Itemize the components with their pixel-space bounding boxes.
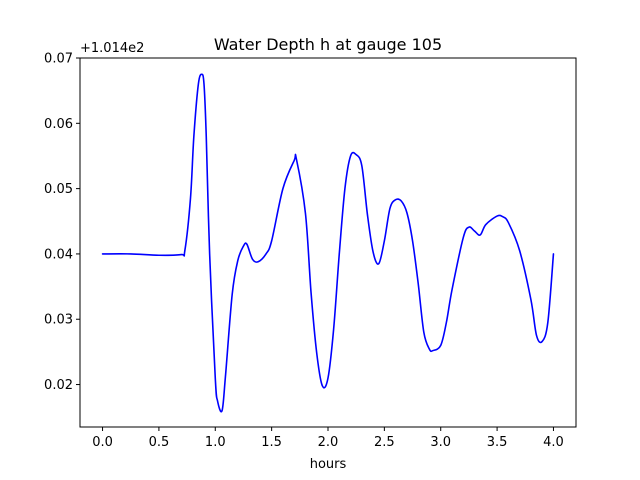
- y-tick-label: 0.03: [44, 313, 73, 328]
- x-tick-label: 3.0: [430, 435, 451, 450]
- y-offset-label: +1.014e2: [80, 41, 144, 56]
- y-tick-label: 0.06: [44, 117, 73, 132]
- x-tick-label: 0.5: [149, 435, 170, 450]
- x-tick-label: 1.0: [205, 435, 226, 450]
- y-tick-label: 0.02: [44, 378, 73, 393]
- axis-ticks: 0.0 0.5 1.0 1.5 2.0 2.5 3.0 3.5 4.0 0.02 0.03 0.04 0…: [44, 52, 564, 451]
- y-tick-label: 0.05: [44, 182, 73, 197]
- x-tick-label: 3.5: [487, 435, 508, 450]
- x-tick-label: 1.5: [261, 435, 282, 450]
- x-tick-label: 2.5: [374, 435, 395, 450]
- y-tick-label: 0.07: [44, 52, 73, 67]
- plot-area: [101, 73, 555, 413]
- x-tick-label: 2.0: [318, 435, 339, 450]
- x-tick-label: 4.0: [543, 435, 564, 450]
- series-line-0: [101, 73, 555, 413]
- x-tick-label: 0.0: [92, 435, 113, 450]
- axes-frame: [79, 57, 577, 428]
- x-axis-label: hours: [310, 457, 347, 472]
- y-tick-label: 0.04: [44, 247, 73, 262]
- chart-title: Water Depth h at gauge 105: [214, 35, 442, 54]
